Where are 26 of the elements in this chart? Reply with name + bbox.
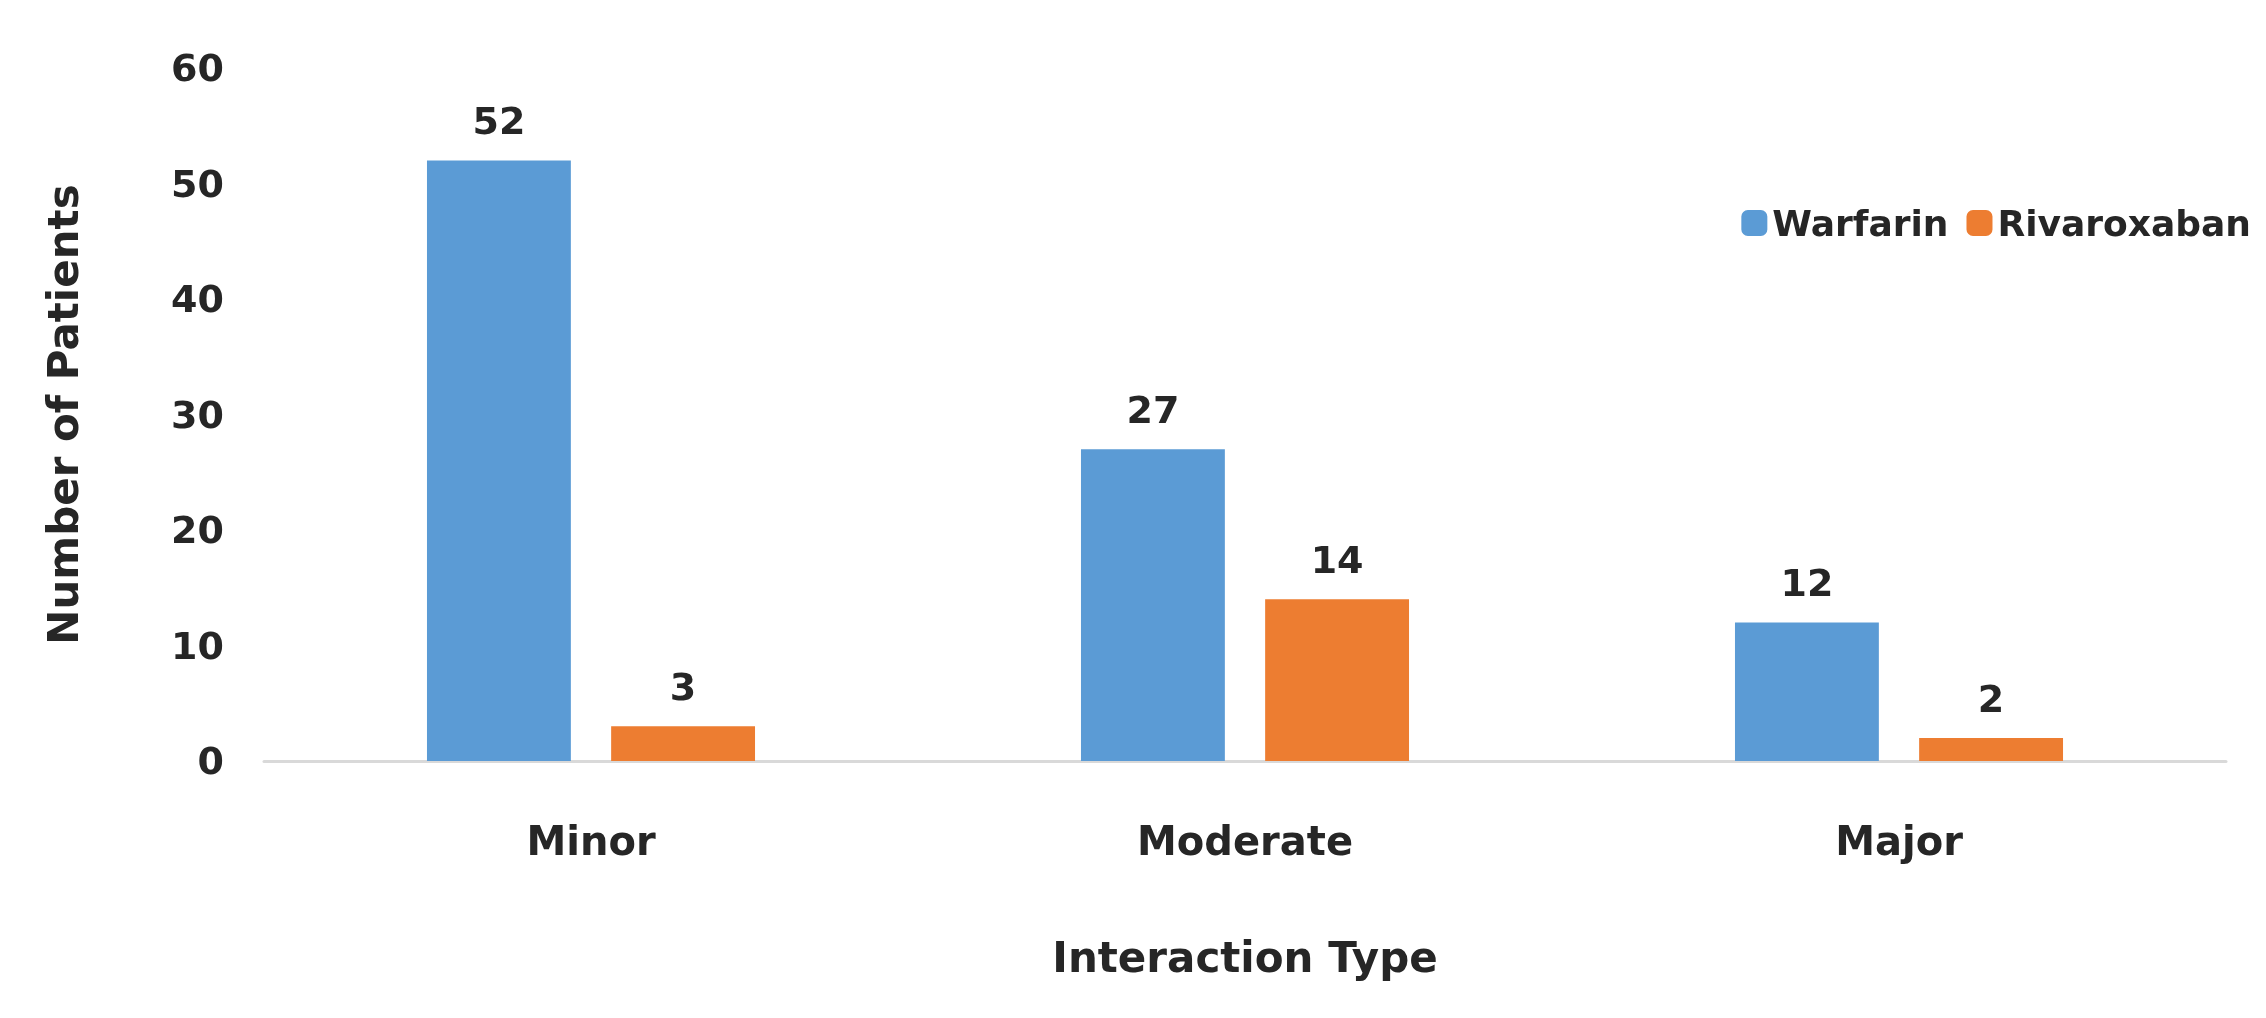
x-tick-label: Major <box>1835 818 1964 864</box>
bar <box>1919 737 2064 761</box>
y-tick-label: 30 <box>171 392 224 437</box>
bar <box>1734 622 1879 761</box>
legend-label: Rivaroxaban <box>1997 202 2251 244</box>
data-label: 12 <box>1780 561 1834 606</box>
data-label: 14 <box>1310 538 1364 583</box>
legend-label: Warfarin <box>1772 202 1949 244</box>
y-tick-label: 50 <box>171 161 224 206</box>
bar <box>611 726 756 761</box>
bar <box>426 160 571 761</box>
x-tick-label: Moderate <box>1136 818 1354 864</box>
y-axis-title: Number of Patients <box>38 184 88 645</box>
y-tick-label: 20 <box>171 508 224 552</box>
data-label: 2 <box>1977 676 2005 721</box>
y-tick-label: 60 <box>171 46 224 90</box>
bar <box>1080 449 1225 761</box>
data-label: 52 <box>472 99 526 144</box>
y-tick-label: 40 <box>171 277 224 321</box>
data-label: 3 <box>669 665 697 710</box>
y-tick-label: 10 <box>171 623 224 668</box>
bar <box>1265 599 1410 761</box>
x-tick-label: Minor <box>526 818 656 864</box>
data-label: 27 <box>1126 388 1180 433</box>
x-axis-title: Interaction Type <box>1052 932 1438 982</box>
y-tick-label: 0 <box>197 739 224 783</box>
